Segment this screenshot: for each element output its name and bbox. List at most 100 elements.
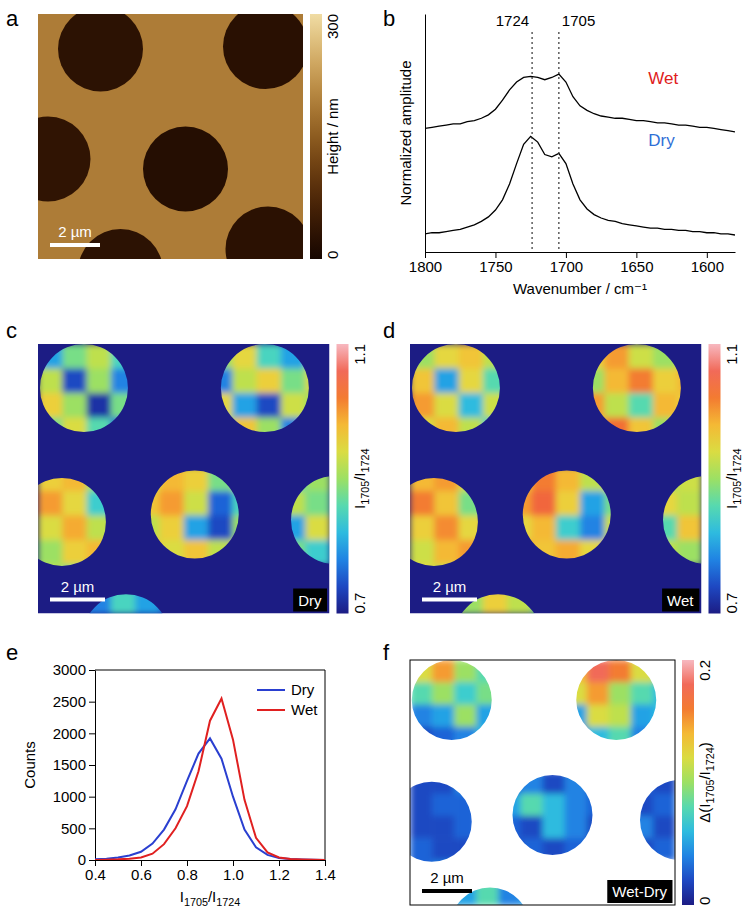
cell bbox=[38, 369, 63, 394]
series-line bbox=[425, 74, 735, 132]
cell bbox=[543, 816, 566, 839]
scale-bar-label: 2 µm bbox=[433, 578, 467, 595]
cell bbox=[483, 418, 508, 443]
cell bbox=[432, 816, 455, 839]
cell bbox=[434, 369, 459, 394]
cell bbox=[587, 816, 610, 839]
tick: 1700 bbox=[550, 252, 583, 275]
tick: 0.8 bbox=[177, 860, 198, 883]
cell bbox=[410, 838, 433, 861]
cell bbox=[305, 393, 329, 418]
cell bbox=[531, 589, 556, 614]
tick-label: 1700 bbox=[550, 258, 583, 275]
colorbar-tick-label: 0.7 bbox=[723, 593, 740, 614]
cell bbox=[432, 838, 455, 861]
cell bbox=[498, 838, 521, 861]
cell bbox=[135, 516, 160, 541]
domains bbox=[410, 344, 702, 614]
cell bbox=[565, 838, 588, 861]
panel-letter: f bbox=[383, 640, 390, 665]
text-part: 1705 bbox=[184, 896, 208, 908]
cell bbox=[432, 771, 455, 794]
colorbar-title: I1705/I1724 bbox=[351, 448, 371, 509]
text-part: Δ(I bbox=[696, 804, 713, 823]
cell bbox=[410, 491, 435, 516]
cell bbox=[434, 418, 459, 443]
cell bbox=[454, 660, 477, 683]
cell bbox=[587, 727, 610, 750]
cell bbox=[232, 467, 257, 492]
cell bbox=[653, 660, 675, 683]
map-background bbox=[410, 660, 675, 905]
cell bbox=[434, 516, 459, 541]
cell bbox=[587, 771, 610, 794]
cell bbox=[111, 393, 136, 418]
cell bbox=[580, 393, 605, 418]
cell bbox=[38, 393, 63, 418]
cell bbox=[434, 467, 459, 492]
cell bbox=[677, 393, 701, 418]
axis: 0.40.60.81.01.21.4 bbox=[85, 860, 336, 883]
frame bbox=[325, 670, 326, 860]
cell bbox=[520, 771, 543, 794]
cell bbox=[483, 393, 508, 418]
frame bbox=[95, 670, 325, 671]
tick: 2500 bbox=[53, 693, 95, 710]
cell bbox=[232, 344, 257, 369]
cell bbox=[159, 540, 184, 565]
cell bbox=[604, 467, 629, 492]
cell bbox=[38, 540, 63, 565]
axis-line bbox=[425, 15, 426, 253]
cell bbox=[432, 727, 455, 750]
colorbar-tick-label: 0 bbox=[324, 251, 341, 259]
colorbar-tick-label: 1.1 bbox=[723, 344, 740, 365]
cell bbox=[629, 393, 654, 418]
cell bbox=[604, 516, 629, 541]
cell bbox=[111, 369, 136, 394]
cell bbox=[483, 589, 508, 614]
cell bbox=[565, 794, 588, 817]
tick-label: 0.6 bbox=[131, 866, 152, 883]
condition-tag: Wet bbox=[662, 589, 699, 612]
text-part: 1724 bbox=[216, 896, 240, 908]
cell bbox=[631, 682, 654, 705]
tick-mark bbox=[89, 765, 95, 766]
cell bbox=[159, 467, 184, 492]
cell bbox=[629, 418, 654, 443]
cell bbox=[609, 727, 632, 750]
cell bbox=[604, 369, 629, 394]
condition-box bbox=[662, 589, 699, 612]
cell bbox=[38, 491, 63, 516]
condition-box bbox=[607, 880, 672, 903]
cell bbox=[38, 418, 63, 443]
map-background bbox=[38, 344, 330, 614]
domain bbox=[38, 117, 91, 202]
cell bbox=[459, 369, 484, 394]
cell bbox=[208, 369, 233, 394]
tick-mark bbox=[89, 797, 95, 798]
cell bbox=[580, 418, 605, 443]
tick: 1750 bbox=[479, 252, 512, 275]
legend-label: Wet bbox=[291, 701, 318, 718]
cell bbox=[476, 727, 499, 750]
colorbar-title: Δ(I1705/I1724) bbox=[696, 742, 716, 823]
cell bbox=[587, 660, 610, 683]
cell bbox=[631, 794, 654, 817]
cell bbox=[483, 369, 508, 394]
axis-title: Normalized amplitude bbox=[397, 60, 414, 205]
text-part: ) bbox=[696, 742, 713, 747]
cell bbox=[87, 540, 112, 565]
cell bbox=[432, 883, 455, 905]
text-part: 1705 bbox=[704, 780, 716, 804]
cell bbox=[653, 344, 678, 369]
cell bbox=[281, 344, 306, 369]
cell bbox=[87, 393, 112, 418]
cell bbox=[520, 838, 543, 861]
tick: 1000 bbox=[53, 788, 95, 805]
cell bbox=[38, 344, 63, 369]
cell bbox=[208, 418, 233, 443]
tick: 0.6 bbox=[131, 860, 152, 883]
cell bbox=[604, 344, 629, 369]
colorbar-tick-label: 0 bbox=[696, 897, 713, 905]
cell bbox=[111, 344, 136, 369]
